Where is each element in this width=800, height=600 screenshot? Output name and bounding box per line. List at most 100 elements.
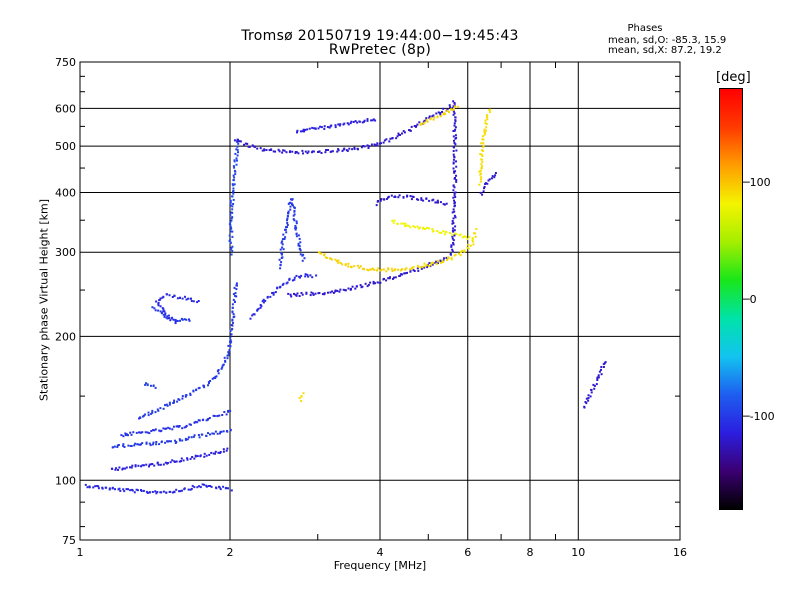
echo-point <box>274 150 277 153</box>
echo-point <box>234 152 237 155</box>
y-tick-label: 600 <box>55 102 76 115</box>
echo-point <box>281 256 284 259</box>
echo-point <box>186 458 189 461</box>
echo-point <box>153 464 156 467</box>
echo-point <box>278 150 281 153</box>
echo-point <box>585 402 588 405</box>
echo-point <box>371 267 374 270</box>
echo-point <box>598 370 601 373</box>
echo-point <box>481 135 484 138</box>
echo-point <box>260 305 263 308</box>
echo-point <box>295 222 298 225</box>
echo-point <box>203 452 206 455</box>
echo-point <box>403 272 406 275</box>
echo-point <box>172 425 175 428</box>
echo-point <box>181 395 184 398</box>
echo-point <box>454 170 457 173</box>
echo-point <box>446 108 449 111</box>
echo-point <box>362 145 365 147</box>
echo-point <box>482 142 485 145</box>
echo-point <box>281 240 284 243</box>
echo-point <box>439 115 442 118</box>
echo-point <box>399 269 402 272</box>
echo-point <box>287 212 289 215</box>
echo-point <box>295 235 298 238</box>
echo-point <box>419 266 422 269</box>
echo-point <box>323 254 325 257</box>
echo-point <box>369 268 372 271</box>
echo-point <box>192 300 195 303</box>
echo-point <box>229 201 232 204</box>
echo-point <box>231 205 234 208</box>
echo-point <box>157 463 160 466</box>
echo-point <box>451 248 454 251</box>
echo-point <box>339 261 342 264</box>
echo-point <box>334 258 337 261</box>
echo-point <box>232 316 235 319</box>
echo-point <box>232 165 235 168</box>
echo-point <box>327 291 329 294</box>
echo-point <box>363 120 365 123</box>
echo-point <box>486 118 489 121</box>
echo-point <box>196 486 199 489</box>
echo-point <box>486 182 489 185</box>
echo-point <box>450 108 452 111</box>
echo-point <box>286 226 288 229</box>
echo-point <box>453 124 456 127</box>
y-tick-label: 750 <box>55 56 76 69</box>
echo-point <box>295 226 298 229</box>
echo-point <box>230 217 233 220</box>
echo-point <box>480 163 483 166</box>
echo-point <box>388 277 391 280</box>
echo-point <box>443 203 446 206</box>
echo-point <box>135 488 138 491</box>
echo-point <box>481 165 483 168</box>
echo-point <box>454 196 457 198</box>
echo-point <box>180 460 182 463</box>
echo-point <box>347 287 350 290</box>
echo-point <box>152 429 154 432</box>
echo-point <box>232 298 235 301</box>
echo-point <box>263 149 266 152</box>
echo-point <box>141 442 144 445</box>
echo-point <box>285 231 288 234</box>
plot-frame <box>79 61 681 541</box>
echo-point <box>339 288 342 291</box>
echo-point <box>233 160 236 163</box>
echo-point <box>383 139 386 142</box>
echo-point <box>428 199 431 202</box>
echo-point <box>597 374 600 377</box>
echo-point <box>141 415 144 418</box>
echo-point <box>298 295 301 297</box>
echo-point <box>455 165 458 168</box>
echo-point <box>140 490 143 492</box>
echo-point <box>453 102 456 105</box>
echo-point <box>425 119 428 122</box>
echo-point <box>164 441 167 444</box>
echo-point <box>230 340 233 343</box>
echo-point <box>86 486 89 489</box>
echo-point <box>119 489 122 492</box>
echo-point <box>442 261 444 264</box>
echo-point <box>376 142 379 145</box>
x-axis-label: Frequency [MHz] <box>333 559 427 572</box>
echo-point <box>413 270 416 272</box>
echo-point <box>159 297 162 300</box>
echo-point <box>430 263 433 266</box>
echo-point <box>286 219 288 222</box>
echo-point <box>379 199 382 202</box>
echo-point <box>193 434 196 437</box>
echo-point <box>452 135 455 138</box>
echo-point <box>301 259 304 262</box>
echo-point <box>176 400 179 403</box>
echo-point <box>299 249 302 252</box>
echo-point <box>143 414 145 417</box>
echo-point <box>307 275 310 278</box>
echo-point <box>354 287 357 290</box>
echo-point <box>473 232 476 235</box>
echo-point <box>230 333 233 336</box>
echo-point <box>150 430 153 432</box>
echo-point <box>197 300 200 302</box>
echo-point <box>383 198 386 201</box>
echo-point <box>445 231 448 234</box>
